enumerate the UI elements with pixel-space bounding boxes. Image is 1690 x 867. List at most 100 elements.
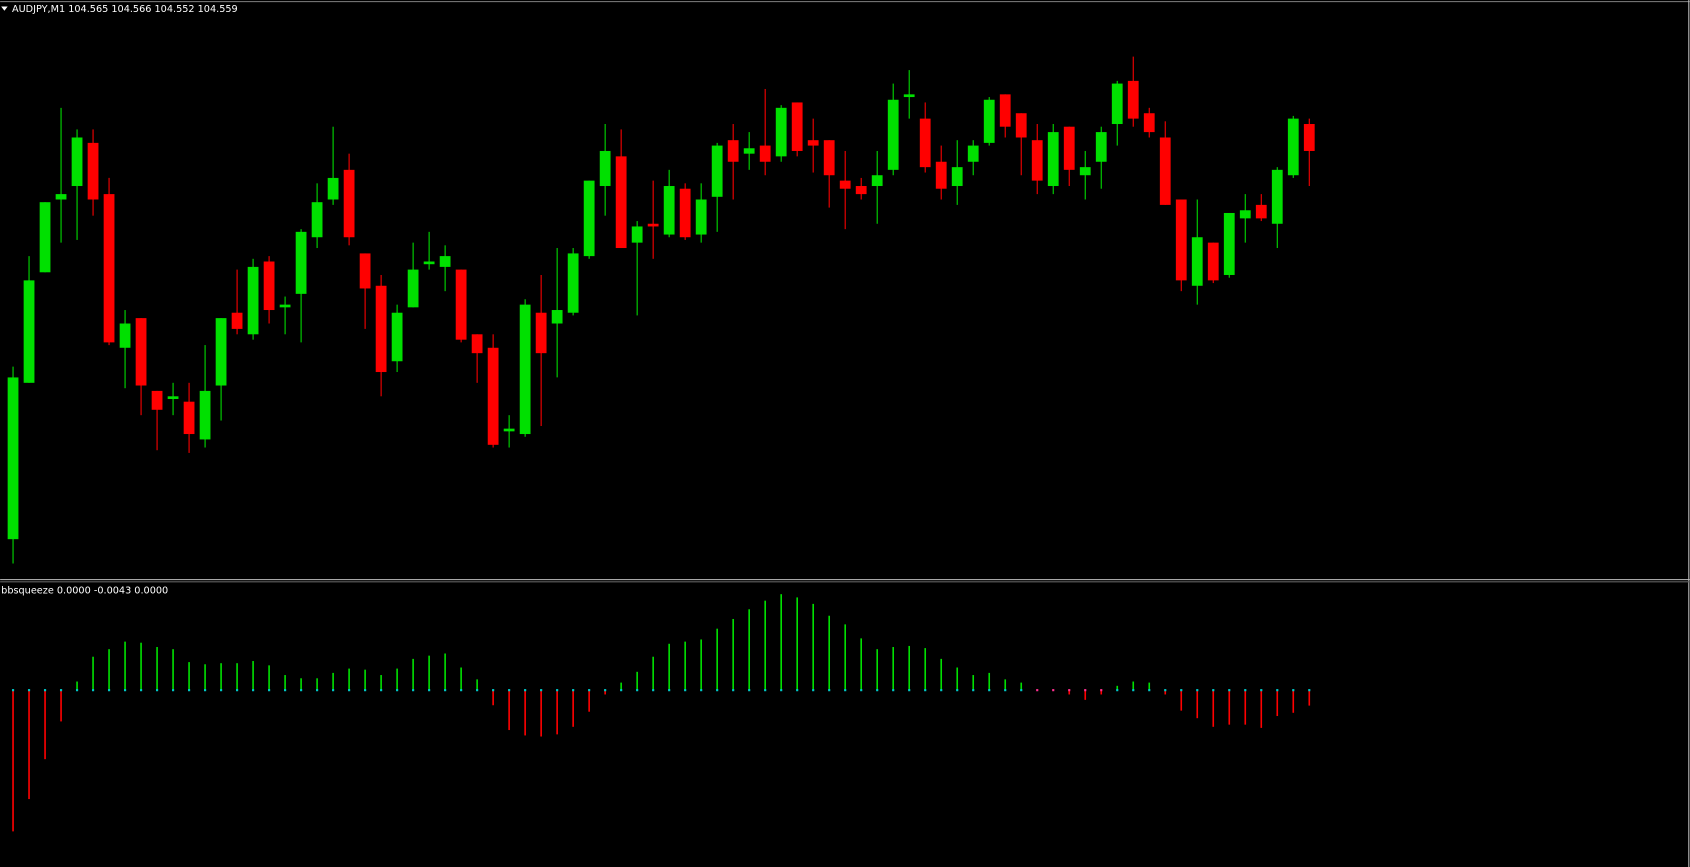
candle-body [1095,132,1107,162]
candle-body [103,194,115,343]
squeeze-dot [1244,689,1247,692]
candle-body [1239,210,1251,219]
squeeze-dot [187,689,191,692]
squeeze-dot [1196,689,1199,692]
candle-body [935,161,947,189]
candle-body [551,310,563,324]
squeeze-dot [380,689,383,692]
candle-body [1175,199,1187,281]
squeeze-dot [572,689,575,692]
candle-body [487,347,499,445]
squeeze-dot [123,689,127,692]
candle-body [1047,132,1059,187]
candle-body [151,390,163,410]
squeeze-dot [1100,689,1103,692]
squeeze-dot [1020,689,1023,692]
squeeze-dot [1276,689,1279,692]
squeeze-dot [492,689,495,692]
squeeze-dot [268,689,271,692]
candle-body [247,266,259,335]
squeeze-dot [860,689,863,692]
candle-body [1303,124,1315,151]
candle-body [119,323,131,348]
candle-body [295,231,307,294]
candle-body [215,318,227,386]
squeeze-dot [988,689,991,692]
squeeze-dot [444,689,447,692]
candle-body [663,186,675,235]
candle-body [519,304,531,435]
squeeze-dot [43,689,47,692]
candle-body [823,140,835,176]
squeeze-dot [316,689,319,692]
candle-body [1063,126,1075,170]
candle-body [71,137,83,187]
squeeze-dot [476,689,479,692]
candle-body [167,396,179,399]
candle-body [727,140,739,162]
squeeze-dot [1212,689,1215,692]
squeeze-dot [956,689,959,692]
squeeze-dot [1052,689,1055,692]
candle-body [1015,113,1027,138]
squeeze-dot [844,689,847,692]
squeeze-dot [1180,689,1183,692]
squeeze-dot [636,689,639,692]
squeeze-dot [780,689,783,692]
candle-body [951,167,963,187]
squeeze-dot [155,689,159,692]
candle-body [567,253,579,313]
candle-body [375,285,387,373]
squeeze-dot [748,689,751,692]
candle-body [55,194,67,200]
candle-body [583,180,595,257]
candle-body [967,145,979,162]
candle-body [807,140,819,146]
candle-body [535,312,547,354]
squeeze-dot [1260,689,1263,692]
squeeze-dot [75,689,79,692]
squeeze-dot [428,689,431,692]
candle-body [503,428,515,432]
squeeze-dot [412,689,415,692]
squeeze-dot [1068,689,1071,692]
squeeze-dot [1036,689,1039,692]
squeeze-dot [1004,689,1007,692]
candle-body [759,145,771,162]
menu-arrow[interactable] [1,6,8,11]
squeeze-dot [204,689,207,692]
candle-body [1287,118,1299,176]
candle-body [775,107,787,157]
squeeze-dot [620,689,623,692]
candle-body [887,99,899,170]
squeeze-dot [252,689,255,692]
squeeze-dot [716,689,719,692]
candle-body [615,156,627,249]
candle-body [471,334,483,354]
candle-body [423,261,435,265]
squeeze-dot [107,689,111,692]
squeeze-dot [1148,689,1151,692]
candle-body [711,145,723,197]
squeeze-dot [27,689,31,692]
candle-body [183,401,195,435]
squeeze-dot [908,689,911,692]
squeeze-dot [396,689,399,692]
squeeze-dot [524,689,527,692]
squeeze-dot [284,689,287,692]
squeeze-dot [91,689,95,692]
squeeze-dot [1308,689,1311,692]
candle-body [279,304,291,308]
squeeze-dot [332,689,335,692]
candle-body [1191,237,1203,286]
squeeze-dot [764,689,767,692]
squeeze-dot [604,689,607,692]
squeeze-dot [700,689,703,692]
squeeze-dot [684,689,687,692]
candle-body [1031,140,1043,181]
candle-body [999,94,1011,127]
candle-body [679,188,691,238]
squeeze-dot [508,689,511,692]
candle-body [599,150,611,187]
